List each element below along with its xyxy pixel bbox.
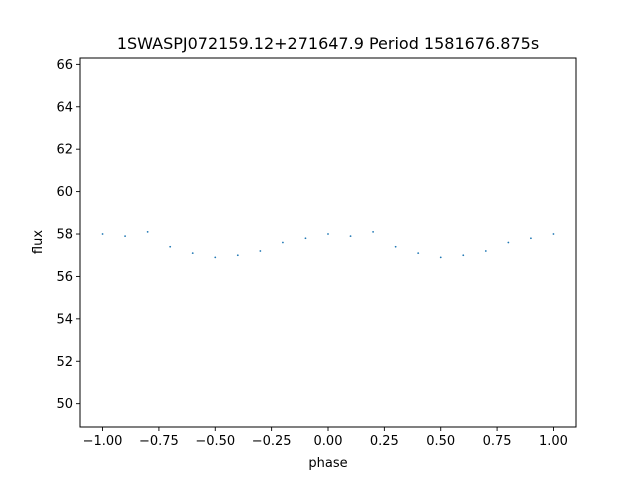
x-tick-label: −1.00	[83, 434, 123, 449]
y-tick-label: 50	[56, 397, 73, 412]
y-tick-label: 52	[56, 355, 73, 370]
x-tick-label: 0.25	[370, 434, 399, 449]
x-tick-label: −0.50	[195, 434, 235, 449]
scatter-point	[304, 237, 307, 240]
y-tick-label: 54	[56, 312, 73, 327]
scatter-point	[417, 252, 420, 255]
scatter-point	[372, 231, 374, 233]
scatter-point	[101, 233, 104, 235]
y-axis-ticks: 50 52 54 56 58 60 62 64 66	[56, 58, 80, 412]
scatter-point	[327, 233, 329, 235]
y-tick-label: 62	[56, 143, 73, 158]
scatter-point	[349, 235, 352, 238]
y-tick-label: 66	[56, 58, 73, 73]
y-axis-label: flux	[31, 230, 46, 254]
y-tick-label: 58	[56, 228, 73, 243]
x-tick-label: 0.50	[426, 434, 455, 449]
x-axis-ticks: −1.00 −0.75 −0.50 −0.25 0.00 0.25 0.50 0.75 1.00	[83, 427, 568, 449]
scatter-point	[259, 250, 262, 252]
x-tick-label: 0.00	[314, 434, 343, 449]
y-tick-label: 64	[56, 100, 73, 115]
scatter-points	[101, 231, 555, 259]
x-tick-label: 1.00	[539, 434, 568, 449]
scatter-point	[552, 233, 555, 235]
scatter-point	[214, 256, 217, 259]
scatter-point	[484, 250, 487, 252]
scatter-point	[462, 254, 465, 257]
scatter-point	[169, 245, 172, 248]
scatter-point	[439, 256, 442, 259]
scatter-point	[236, 254, 239, 257]
scatter-point	[282, 241, 284, 244]
chart-title: 1SWASPJ072159.12+271647.9 Period 1581676…	[117, 34, 539, 53]
y-tick-label: 60	[56, 185, 73, 200]
scatter-point	[507, 241, 510, 244]
x-tick-label: −0.75	[139, 434, 179, 449]
x-axis-label: phase	[308, 456, 347, 471]
x-tick-label: −0.25	[252, 434, 292, 449]
x-tick-label: 0.75	[483, 434, 512, 449]
scatter-point	[191, 252, 194, 255]
scatter-point	[146, 231, 149, 233]
y-tick-label: 56	[56, 270, 73, 285]
scatter-point	[124, 235, 126, 238]
scatter-point	[394, 245, 397, 248]
scatter-point	[530, 237, 532, 240]
